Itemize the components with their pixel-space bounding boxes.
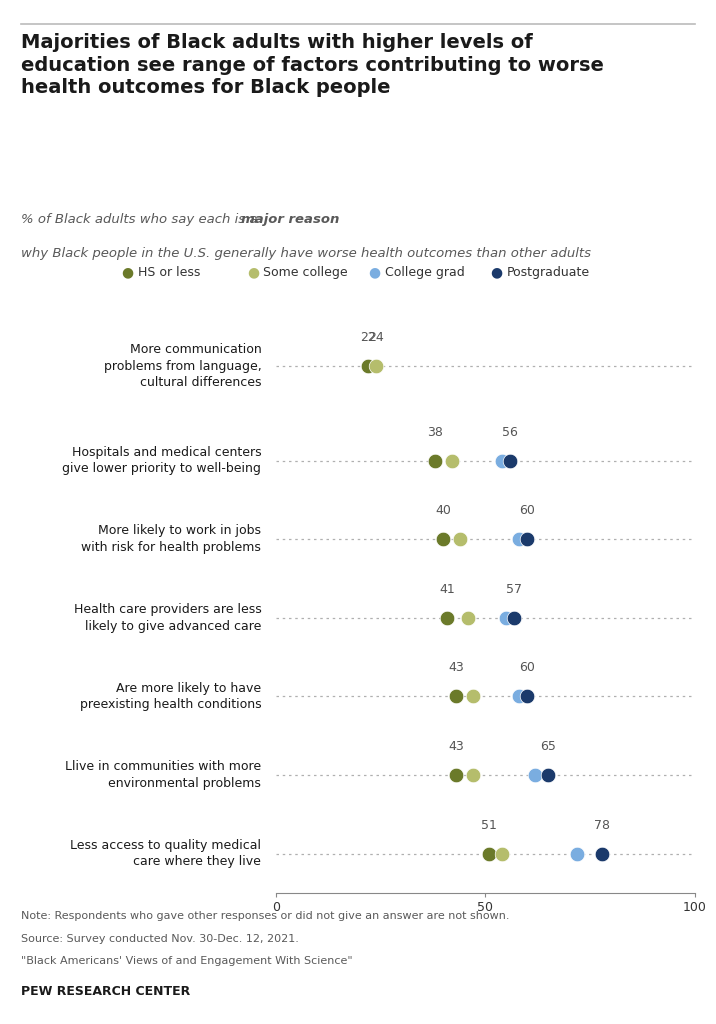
Point xyxy=(500,609,512,626)
Text: major reason: major reason xyxy=(241,213,339,226)
Point xyxy=(463,609,474,626)
Point xyxy=(446,453,458,469)
Point xyxy=(450,688,462,705)
Text: 78: 78 xyxy=(594,818,610,831)
Text: ●: ● xyxy=(247,265,259,280)
Point xyxy=(467,767,478,783)
Point xyxy=(450,767,462,783)
Point xyxy=(429,453,440,469)
Point xyxy=(521,688,533,705)
Text: Hospitals and medical centers
give lower priority to well-being: Hospitals and medical centers give lower… xyxy=(62,445,261,475)
Text: PEW RESEARCH CENTER: PEW RESEARCH CENTER xyxy=(21,985,190,998)
Point xyxy=(521,531,533,548)
Point xyxy=(496,453,508,469)
Text: 22: 22 xyxy=(360,332,376,344)
Text: 24: 24 xyxy=(368,332,384,344)
Text: 56: 56 xyxy=(503,426,518,438)
Point xyxy=(542,767,553,783)
Point xyxy=(467,688,478,705)
Text: % of Black adults who say each is a: % of Black adults who say each is a xyxy=(21,213,262,226)
Text: HS or less: HS or less xyxy=(138,266,200,279)
Point xyxy=(571,846,583,862)
Point xyxy=(483,846,495,862)
Text: College grad: College grad xyxy=(385,266,465,279)
Text: 41: 41 xyxy=(440,583,455,596)
Text: ●: ● xyxy=(369,265,381,280)
Point xyxy=(513,688,524,705)
Text: 60: 60 xyxy=(519,662,535,675)
Text: 40: 40 xyxy=(435,504,451,517)
Point xyxy=(496,846,508,862)
Text: More likely to work in jobs
with risk for health problems: More likely to work in jobs with risk fo… xyxy=(82,524,261,554)
Point xyxy=(505,453,516,469)
Point xyxy=(530,767,541,783)
Text: 43: 43 xyxy=(448,662,464,675)
Text: Llive in communities with more
environmental problems: Llive in communities with more environme… xyxy=(65,760,261,790)
Text: 43: 43 xyxy=(448,740,464,753)
Text: Note: Respondents who gave other responses or did not give an answer are not sho: Note: Respondents who gave other respons… xyxy=(21,911,510,922)
Point xyxy=(437,531,449,548)
Text: Health care providers are less
likely to give advanced care: Health care providers are less likely to… xyxy=(74,603,261,633)
Point xyxy=(362,358,374,375)
Text: 38: 38 xyxy=(427,426,442,438)
Text: Source: Survey conducted Nov. 30-Dec. 12, 2021.: Source: Survey conducted Nov. 30-Dec. 12… xyxy=(21,934,299,944)
Point xyxy=(370,358,382,375)
Point xyxy=(508,609,520,626)
Text: Some college: Some college xyxy=(263,266,348,279)
Text: 65: 65 xyxy=(540,740,556,753)
Text: "Black Americans' Views of and Engagement With Science": "Black Americans' Views of and Engagemen… xyxy=(21,956,353,967)
Text: Less access to quality medical
care where they live: Less access to quality medical care wher… xyxy=(70,839,261,868)
Point xyxy=(442,609,453,626)
Point xyxy=(596,846,608,862)
Text: More communication
problems from language,
cultural differences: More communication problems from languag… xyxy=(104,343,261,389)
Text: ●: ● xyxy=(122,265,134,280)
Text: ●: ● xyxy=(490,265,503,280)
Text: Majorities of Black adults with higher levels of
education see range of factors : Majorities of Black adults with higher l… xyxy=(21,33,604,97)
Text: 57: 57 xyxy=(506,583,523,596)
Text: why Black people in the U.S. generally have worse health outcomes than other adu: why Black people in the U.S. generally h… xyxy=(21,247,591,260)
Point xyxy=(513,531,524,548)
Text: Are more likely to have
preexisting health conditions: Are more likely to have preexisting heal… xyxy=(79,682,261,712)
Point xyxy=(454,531,465,548)
Text: 60: 60 xyxy=(519,504,535,517)
Text: Postgraduate: Postgraduate xyxy=(507,266,590,279)
Text: 51: 51 xyxy=(481,818,497,831)
